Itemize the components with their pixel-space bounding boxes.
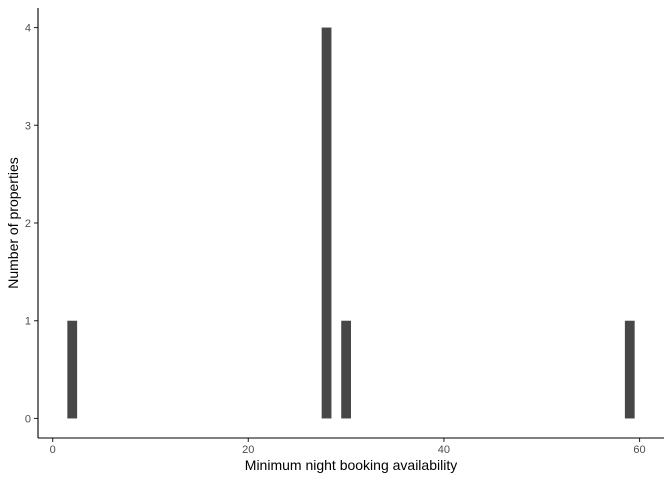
- y-tick-label-4: 4: [25, 23, 31, 35]
- y-tick-label-1: 1: [25, 316, 31, 328]
- y-tick-label-0: 0: [25, 413, 31, 425]
- bars-group: [67, 27, 635, 419]
- bar-30: [341, 320, 351, 419]
- x-tick-label-0: 0: [50, 444, 56, 456]
- bar-59: [624, 320, 635, 419]
- x-axis-title: Minimum night booking availability: [245, 457, 457, 473]
- y-tick-label-3: 3: [25, 120, 31, 132]
- x-tick-label-40: 40: [438, 444, 450, 456]
- x-axis-ticks: 0 20 40 60: [50, 438, 646, 456]
- y-axis-title: Number of properties: [5, 157, 21, 289]
- y-axis-ticks: 0 1 2 3 4: [25, 23, 38, 425]
- x-tick-label-20: 20: [242, 444, 254, 456]
- y-tick-label-2: 2: [25, 218, 31, 230]
- bar-2: [67, 320, 78, 419]
- x-tick-label-60: 60: [633, 444, 645, 456]
- bar-28: [321, 27, 332, 419]
